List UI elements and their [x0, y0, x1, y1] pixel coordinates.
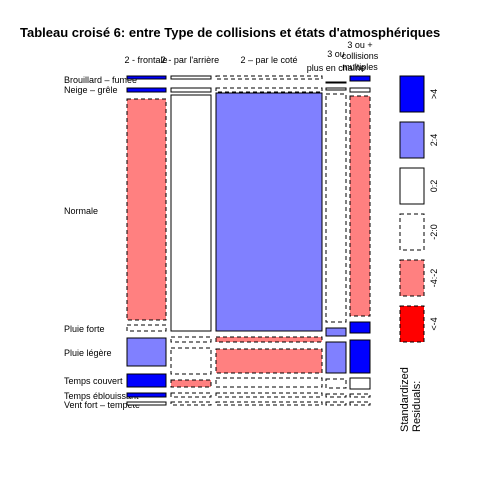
mosaic-cell-pluie-legere-2-par-l-arriere: [170, 347, 212, 375]
legend-swatch-2-4: [399, 121, 425, 159]
mosaic-cell-pluie-legere-2-frontale: [126, 337, 167, 367]
legend-label-0-2: 0:2: [429, 180, 439, 193]
mosaic-cell-normale-3-ou-plus-en-chaine: [325, 93, 347, 323]
mosaic-cell-temps-couvert-3-ou-collisions-multiples: [349, 377, 371, 390]
legend-swatch-lt-4: [399, 305, 425, 343]
row-label-temps-eblouissant: Temps éblouissant: [64, 391, 139, 401]
mosaic-cell-vent-fort-tempete-2-par-l-arriere: [170, 401, 212, 406]
column-label-2-par-le-cote: 2 – par le coté: [240, 55, 297, 65]
row-label-brouillard-fumee: Brouillard – fumée: [64, 75, 137, 85]
mosaic-cell-brouillard-fumee-2-par-le-cote: [215, 75, 323, 80]
legend-label-gt4: >4: [429, 89, 439, 99]
mosaic-cell-normale-2-par-l-arriere: [170, 94, 212, 332]
mosaic-cell-normale-2-par-le-cote: [215, 92, 323, 332]
mosaic-cell-neige-grele-2-frontale: [126, 87, 167, 93]
mosaic-cell-pluie-legere-2-par-le-cote: [215, 348, 323, 374]
mosaic-cell-pluie-legere-3-ou-collisions-multiples: [349, 339, 371, 374]
row-label-pluie-forte: Pluie forte: [64, 324, 105, 334]
legend-swatch-gt4: [399, 75, 425, 113]
mosaic-cell-pluie-forte-2-frontale: [126, 324, 167, 332]
mosaic-cell-vent-fort-tempete-3-ou-plus-en-chaine: [325, 401, 347, 406]
mosaic-cell-vent-fort-tempete-3-ou-collisions-multiples: [349, 401, 371, 406]
row-label-vent-fort-tempete: Vent fort – tempête: [64, 400, 140, 410]
mosaic-cell-temps-couvert-2-par-l-arriere: [170, 379, 212, 388]
mosaic-cell-vent-fort-tempete-2-par-le-cote: [215, 401, 323, 406]
mosaic-cell-pluie-legere-3-ou-plus-en-chaine: [325, 341, 347, 374]
legend-swatch-4-2: [399, 259, 425, 297]
mosaic-cell-pluie-forte-3-ou-plus-en-chaine: [325, 327, 347, 337]
mosaic-cell-temps-couvert-3-ou-plus-en-chaine: [325, 378, 347, 389]
column-label-2-par-l-arriere: 2 - par l'arrière: [161, 55, 219, 65]
mosaic-cell-neige-grele-3-ou-plus-en-chaine: [325, 87, 347, 91]
mosaic-cell-pluie-forte-2-par-l-arriere: [170, 336, 212, 343]
row-label-pluie-legere: Pluie légère: [64, 348, 112, 358]
mosaic-cell-temps-eblouissant-3-ou-plus-en-chaine: [325, 393, 347, 398]
row-label-normale: Normale: [64, 206, 98, 216]
mosaic-cell-temps-eblouissant-2-par-le-cote: [215, 392, 323, 398]
mosaic-cell-brouillard-fumee-2-frontale: [126, 75, 167, 80]
column-label-3-ou-collisions-multiples: 3 ou + collisions multiples: [342, 40, 379, 72]
mosaic-cell-temps-eblouissant-2-frontale: [126, 392, 167, 398]
mosaic-cell-brouillard-fumee-3-ou-plus-en-chaine: [325, 81, 347, 84]
legend-swatch-0-2: [399, 167, 425, 205]
mosaic-cell-normale-3-ou-collisions-multiples: [349, 95, 371, 317]
legend-title-line-2: Residuals:: [411, 381, 423, 432]
legend-label-2-4: 2:4: [429, 134, 439, 147]
mosaic-cell-temps-eblouissant-2-par-l-arriere: [170, 392, 212, 398]
mosaic-cell-vent-fort-tempete-2-frontale: [126, 401, 167, 406]
row-label-temps-couvert: Temps couvert: [64, 376, 123, 386]
row-label-neige-grele: Neige – grêle: [64, 85, 118, 95]
mosaic-cell-neige-grele-2-par-le-cote: [215, 87, 323, 93]
mosaic-cell-pluie-forte-2-par-le-cote: [215, 336, 323, 343]
chart-title: Tableau croisé 6: entre Type de collisio…: [20, 25, 440, 40]
mosaic-cell-neige-grele-2-par-l-arriere: [170, 87, 212, 93]
legend-title-line-1: Standardized: [399, 367, 411, 432]
column-label-3-ou-plus-en-chaine: 3 ou plus en chaîne: [307, 49, 366, 73]
mosaic-cell-neige-grele-3-ou-collisions-multiples: [349, 87, 371, 93]
legend-label-4-2: -4:-2: [429, 269, 439, 288]
mosaic-cell-brouillard-fumee-2-par-l-arriere: [170, 75, 212, 80]
column-label-2-frontale: 2 - frontale: [124, 55, 167, 65]
mosaic-cell-pluie-forte-3-ou-collisions-multiples: [349, 321, 371, 334]
mosaic-cell-brouillard-fumee-3-ou-collisions-multiples: [349, 75, 371, 82]
mosaic-cell-normale-2-frontale: [126, 98, 167, 321]
mosaic-cell-temps-eblouissant-3-ou-collisions-multiples: [349, 393, 371, 398]
legend-swatch-2-0: [399, 213, 425, 251]
mosaic-cell-temps-couvert-2-frontale: [126, 373, 167, 388]
legend-label-2-0: -2:0: [429, 224, 439, 240]
mosaic-cell-temps-couvert-2-par-le-cote: [215, 377, 323, 388]
legend-label-lt-4: <-4: [429, 317, 439, 330]
